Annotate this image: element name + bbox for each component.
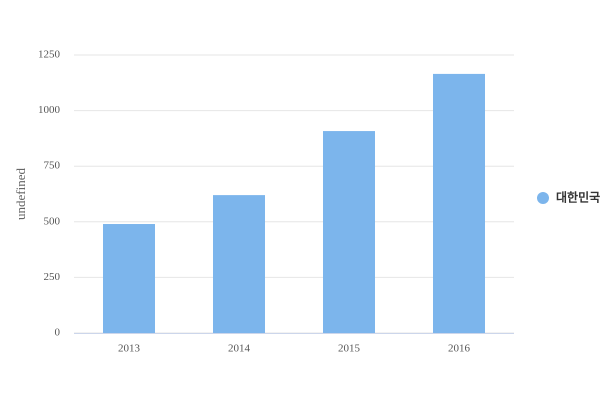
y-tick-label: 750 <box>44 160 61 172</box>
x-tick-label: 2013 <box>118 343 141 355</box>
bar <box>103 224 155 333</box>
bar <box>433 73 485 334</box>
bar <box>323 131 375 333</box>
y-tick-label: 0 <box>55 327 61 339</box>
x-tick-label: 2014 <box>228 343 251 355</box>
legend-marker <box>537 192 549 204</box>
y-tick-label: 250 <box>44 271 61 283</box>
bar <box>213 195 265 333</box>
y-axis-title: undefined <box>13 168 28 220</box>
y-tick-label: 1250 <box>38 49 61 61</box>
x-tick-label: 2016 <box>448 343 471 355</box>
x-tick-label: 2015 <box>338 343 361 355</box>
legend-text: 대한민국 <box>556 190 600 205</box>
y-tick-label: 1000 <box>38 104 61 116</box>
y-tick-label: 500 <box>44 215 61 227</box>
